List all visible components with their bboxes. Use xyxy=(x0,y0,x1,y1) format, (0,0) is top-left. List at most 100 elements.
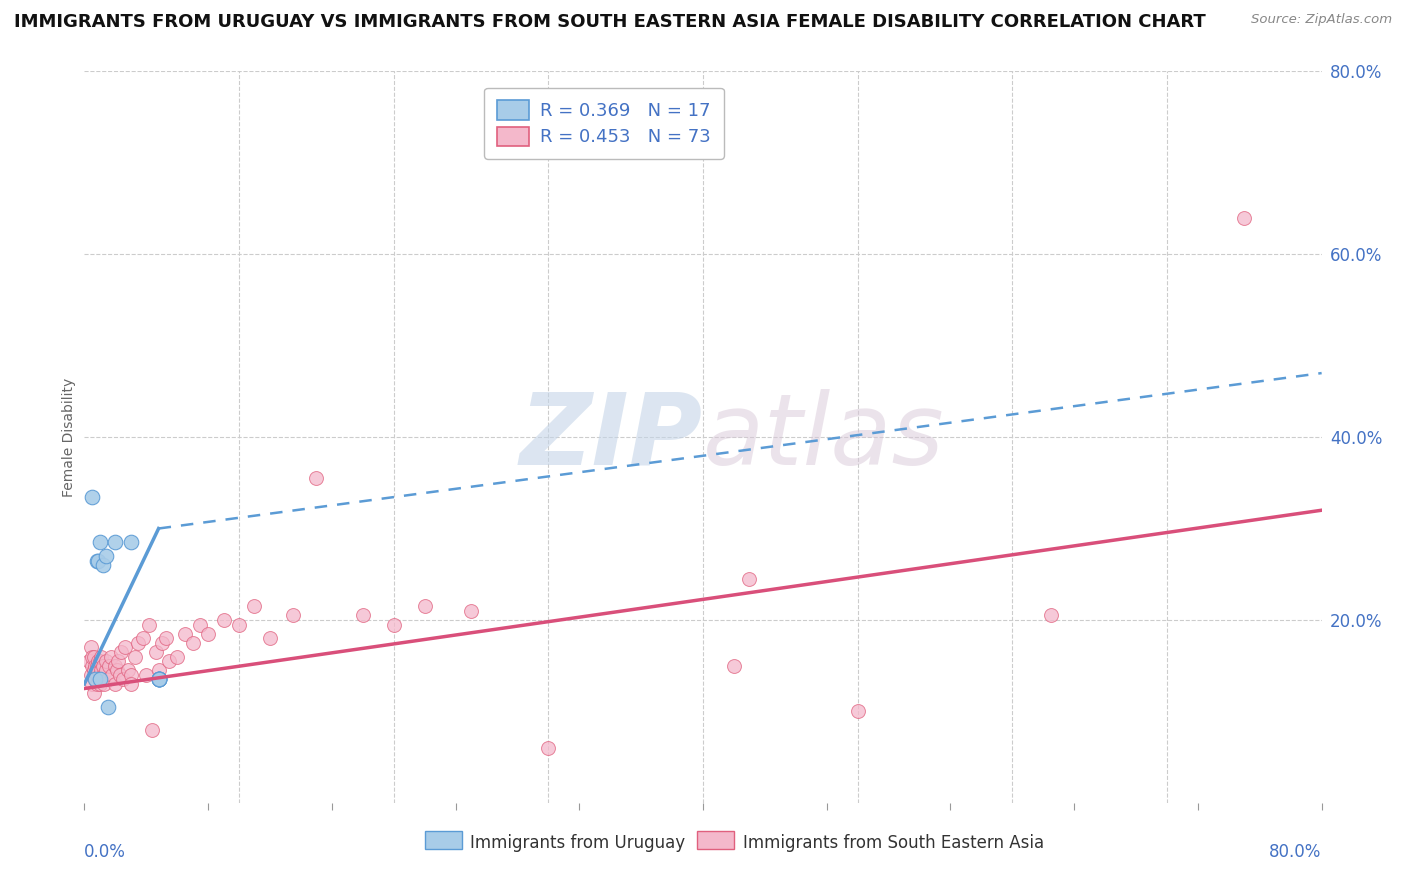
Point xyxy=(120,535,142,549)
Point xyxy=(87,654,110,668)
Point xyxy=(1039,608,1063,623)
Point xyxy=(723,658,745,673)
Point xyxy=(281,608,305,623)
Point xyxy=(96,699,118,714)
Point xyxy=(83,686,105,700)
Point xyxy=(124,649,146,664)
Point xyxy=(94,663,117,677)
Point xyxy=(104,658,127,673)
Point xyxy=(86,667,108,681)
Point xyxy=(148,673,170,687)
Point xyxy=(228,617,250,632)
Point xyxy=(135,667,157,681)
Point xyxy=(1233,211,1256,225)
Point xyxy=(82,677,104,691)
Point xyxy=(87,663,110,677)
Point xyxy=(159,654,180,668)
Point xyxy=(148,673,170,687)
Point xyxy=(110,645,132,659)
Point xyxy=(120,667,142,681)
Point xyxy=(537,740,560,755)
Legend: R = 0.369   N = 17, R = 0.453   N = 73: R = 0.369 N = 17, R = 0.453 N = 73 xyxy=(484,87,724,159)
Point xyxy=(148,673,170,687)
Bar xyxy=(697,830,734,849)
Point xyxy=(91,558,114,573)
Text: IMMIGRANTS FROM URUGUAY VS IMMIGRANTS FROM SOUTH EASTERN ASIA FEMALE DISABILITY : IMMIGRANTS FROM URUGUAY VS IMMIGRANTS FR… xyxy=(14,13,1206,31)
Point xyxy=(84,673,107,687)
Point xyxy=(132,632,155,646)
Point xyxy=(174,626,197,640)
Point xyxy=(460,604,482,618)
Y-axis label: Female Disability: Female Disability xyxy=(62,377,76,497)
Text: Immigrants from South Eastern Asia: Immigrants from South Eastern Asia xyxy=(742,834,1043,852)
Point xyxy=(181,636,204,650)
Point xyxy=(212,613,235,627)
Point xyxy=(77,654,100,668)
Point xyxy=(846,705,869,719)
Point xyxy=(188,617,211,632)
Text: 80.0%: 80.0% xyxy=(1270,843,1322,861)
Text: ZIP: ZIP xyxy=(520,389,703,485)
Point xyxy=(82,649,104,664)
Point xyxy=(79,667,101,681)
Point xyxy=(79,640,101,655)
Point xyxy=(352,608,374,623)
Point xyxy=(89,654,111,668)
Point xyxy=(108,667,131,681)
Point xyxy=(82,490,104,504)
Point xyxy=(148,663,170,677)
Point xyxy=(90,663,112,677)
Point xyxy=(259,632,281,646)
Point xyxy=(243,599,266,614)
Text: Source: ZipAtlas.com: Source: ZipAtlas.com xyxy=(1251,13,1392,27)
Point xyxy=(100,649,122,664)
Point xyxy=(98,658,121,673)
Point xyxy=(148,673,170,687)
Point xyxy=(105,663,128,677)
Point xyxy=(413,599,436,614)
Point xyxy=(86,677,108,691)
Point xyxy=(94,549,117,563)
Point xyxy=(127,636,149,650)
Point xyxy=(305,471,328,485)
Point xyxy=(141,723,163,737)
Point xyxy=(145,645,167,659)
Point xyxy=(87,553,110,567)
Point xyxy=(82,658,104,673)
Point xyxy=(148,673,170,687)
Point xyxy=(94,654,117,668)
Point xyxy=(89,677,111,691)
Point xyxy=(197,626,219,640)
Point xyxy=(83,649,105,664)
Point xyxy=(89,535,111,549)
Point xyxy=(89,673,111,687)
Point xyxy=(120,677,142,691)
Point xyxy=(84,658,107,673)
Point xyxy=(83,663,105,677)
Text: 0.0%: 0.0% xyxy=(84,843,127,861)
Point xyxy=(138,617,160,632)
Point xyxy=(114,640,136,655)
Text: Immigrants from Uruguay: Immigrants from Uruguay xyxy=(471,834,686,852)
Point xyxy=(166,649,188,664)
Point xyxy=(155,632,177,646)
Text: atlas: atlas xyxy=(703,389,945,485)
Point xyxy=(91,658,114,673)
Point xyxy=(91,667,114,681)
Point xyxy=(101,667,124,681)
Point xyxy=(90,649,112,664)
Point xyxy=(86,658,108,673)
Point xyxy=(86,553,108,567)
Point xyxy=(150,636,173,650)
Point xyxy=(104,535,127,549)
Point xyxy=(96,673,118,687)
Point xyxy=(84,673,107,687)
Point xyxy=(117,663,139,677)
Point xyxy=(93,677,115,691)
Point xyxy=(104,677,127,691)
Bar xyxy=(425,830,461,849)
Point xyxy=(738,572,761,586)
Point xyxy=(112,673,135,687)
Point xyxy=(107,654,129,668)
Point xyxy=(382,617,405,632)
